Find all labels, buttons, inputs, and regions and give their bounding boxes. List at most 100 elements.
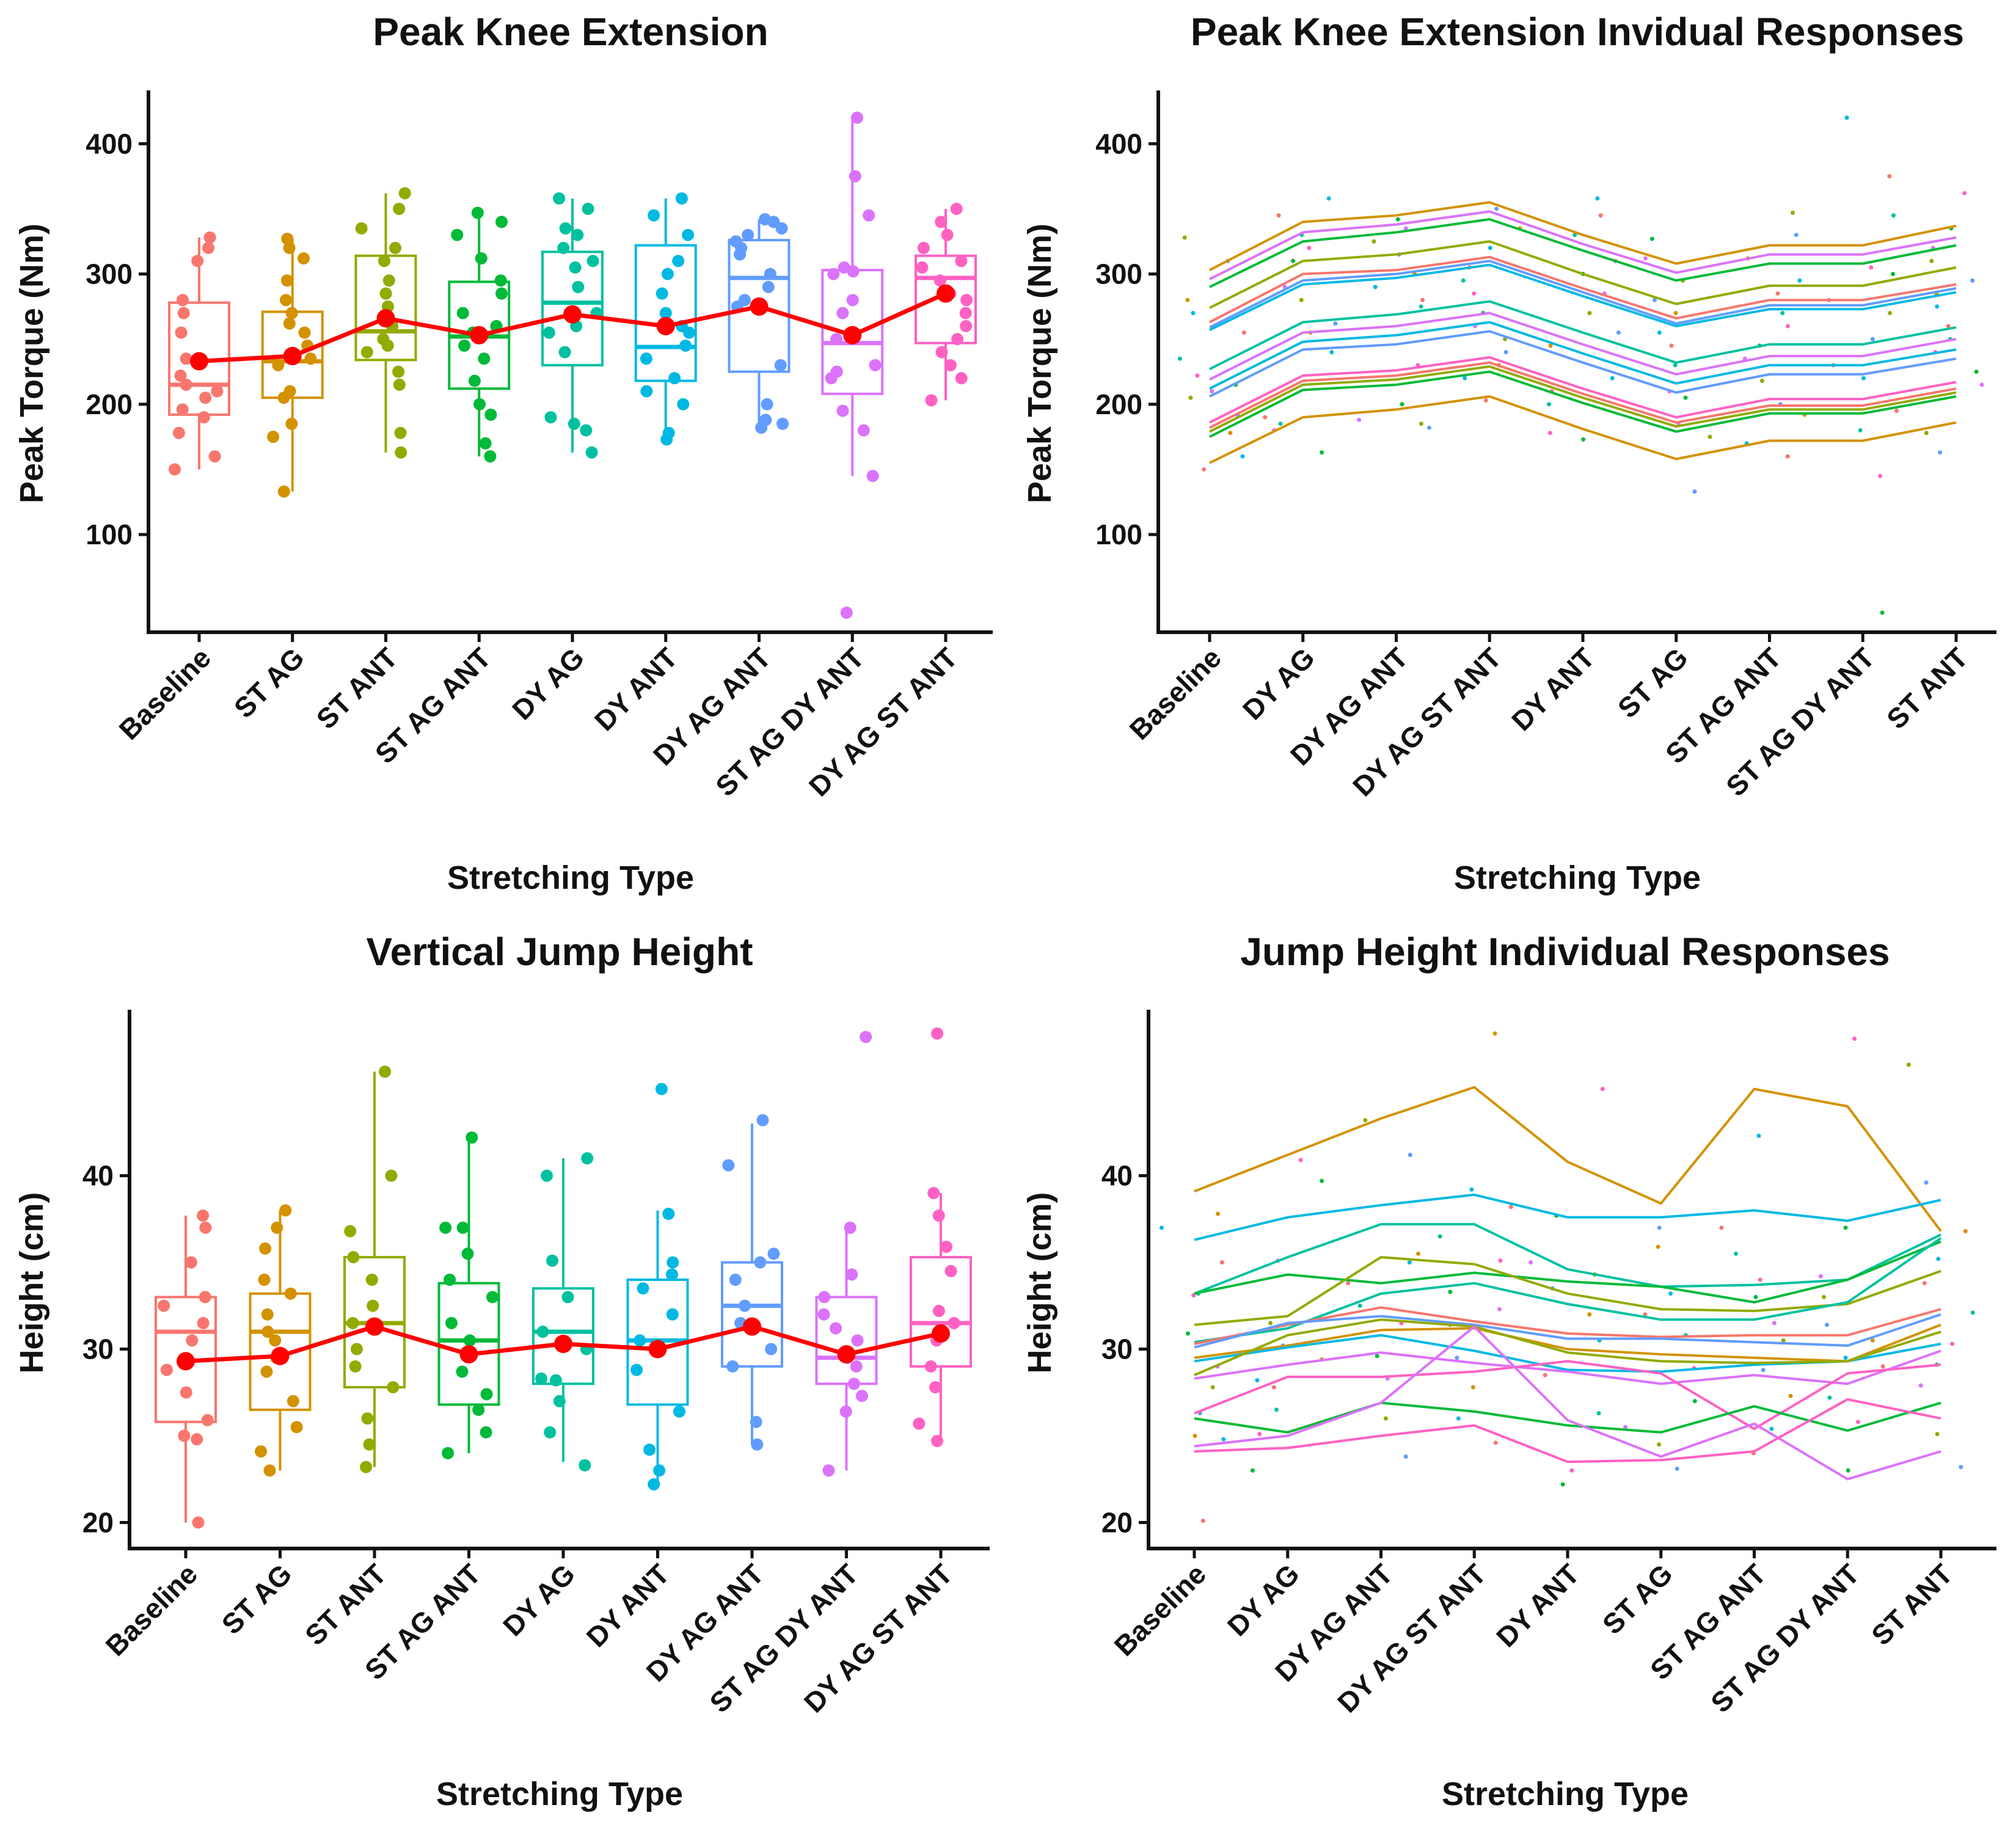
data-point bbox=[442, 1446, 455, 1459]
data-point bbox=[940, 1241, 953, 1253]
data-point bbox=[960, 319, 973, 332]
data-point bbox=[542, 326, 555, 339]
data-point bbox=[1946, 324, 1951, 329]
data-point bbox=[677, 398, 690, 410]
box bbox=[815, 1296, 878, 1385]
data-point bbox=[1888, 311, 1893, 316]
data-point bbox=[387, 1381, 400, 1393]
data-point bbox=[839, 1405, 852, 1418]
data-point bbox=[1880, 610, 1885, 615]
data-point bbox=[1463, 376, 1467, 381]
data-point bbox=[955, 372, 968, 385]
plot-area bbox=[1177, 115, 1984, 615]
data-point bbox=[1935, 304, 1940, 309]
data-point bbox=[463, 1334, 476, 1347]
data-point bbox=[948, 1316, 960, 1329]
mean-marker bbox=[376, 309, 395, 328]
data-point bbox=[1963, 1229, 1968, 1234]
y-axis-label: Height (cm) bbox=[13, 1192, 50, 1374]
data-point bbox=[1192, 1433, 1197, 1438]
data-point bbox=[1858, 428, 1863, 432]
data-point bbox=[935, 216, 948, 228]
data-point bbox=[1456, 1416, 1461, 1421]
data-point bbox=[169, 463, 181, 476]
data-point bbox=[378, 255, 390, 268]
data-point bbox=[827, 268, 840, 280]
data-point bbox=[1400, 402, 1404, 407]
data-point bbox=[175, 326, 188, 339]
data-point bbox=[267, 431, 280, 443]
data-point bbox=[1408, 1153, 1412, 1158]
data-point bbox=[541, 1169, 553, 1182]
data-point bbox=[451, 228, 464, 241]
data-point bbox=[586, 255, 599, 268]
y-tick-label: 400 bbox=[1095, 128, 1142, 159]
x-axis-label: Stretching Type bbox=[1454, 859, 1701, 896]
y-tick-label: 30 bbox=[82, 1333, 114, 1365]
data-point bbox=[666, 1308, 679, 1321]
data-point bbox=[1683, 395, 1688, 400]
data-point bbox=[1824, 1322, 1829, 1327]
series-line bbox=[1209, 312, 1957, 381]
data-point bbox=[471, 206, 484, 219]
data-point bbox=[367, 1299, 379, 1312]
data-point bbox=[927, 1187, 940, 1200]
data-point bbox=[283, 241, 296, 254]
data-point bbox=[1448, 1290, 1453, 1294]
data-point bbox=[304, 352, 317, 365]
mean-marker bbox=[177, 1352, 195, 1371]
data-point bbox=[1572, 233, 1577, 238]
series-line bbox=[1209, 217, 1957, 288]
data-point bbox=[473, 398, 486, 410]
data-point bbox=[661, 268, 674, 280]
series-line bbox=[1209, 201, 1957, 271]
x-tick-label: DY AG bbox=[506, 641, 590, 726]
data-point bbox=[1974, 369, 1979, 374]
y-tick-label: 400 bbox=[86, 128, 133, 159]
data-point bbox=[1363, 1118, 1368, 1123]
mean-marker bbox=[459, 1345, 478, 1364]
data-point bbox=[582, 202, 594, 215]
data-point bbox=[177, 294, 189, 307]
data-point bbox=[1692, 1399, 1697, 1404]
data-point bbox=[1797, 278, 1802, 283]
x-tick-label: ST AG bbox=[1612, 641, 1694, 724]
data-point bbox=[1188, 395, 1193, 400]
data-point bbox=[1469, 1187, 1474, 1192]
series-line bbox=[1194, 1398, 1941, 1464]
data-point bbox=[479, 437, 492, 450]
x-tick-label: ST ANT bbox=[299, 1558, 392, 1651]
data-point bbox=[1785, 324, 1790, 329]
data-point bbox=[656, 287, 668, 300]
data-point bbox=[1263, 415, 1268, 420]
data-point bbox=[1852, 1036, 1857, 1041]
data-point bbox=[756, 1114, 769, 1126]
data-point bbox=[751, 1438, 764, 1451]
data-point bbox=[536, 1326, 549, 1338]
data-point bbox=[365, 1274, 378, 1286]
data-point bbox=[1769, 1426, 1774, 1431]
data-point bbox=[572, 280, 585, 293]
mean-marker bbox=[932, 1324, 950, 1343]
series-line bbox=[1209, 361, 1957, 429]
data-point bbox=[277, 485, 290, 498]
data-point bbox=[845, 1268, 858, 1281]
data-point bbox=[285, 417, 298, 430]
data-point bbox=[851, 111, 864, 124]
series-line bbox=[1194, 1318, 1941, 1376]
data-point bbox=[1195, 373, 1200, 378]
data-point bbox=[1191, 311, 1196, 316]
data-point bbox=[1497, 1307, 1502, 1311]
data-point bbox=[177, 307, 190, 319]
data-point bbox=[917, 241, 930, 254]
data-point bbox=[662, 1208, 675, 1220]
box bbox=[249, 1292, 312, 1411]
data-point bbox=[722, 1159, 735, 1172]
data-point bbox=[260, 1365, 273, 1378]
data-point bbox=[349, 1360, 362, 1373]
data-point bbox=[287, 1395, 299, 1407]
mean-marker bbox=[750, 297, 769, 316]
data-point bbox=[1470, 1385, 1475, 1390]
data-point bbox=[199, 1221, 212, 1234]
data-point bbox=[579, 1459, 591, 1472]
